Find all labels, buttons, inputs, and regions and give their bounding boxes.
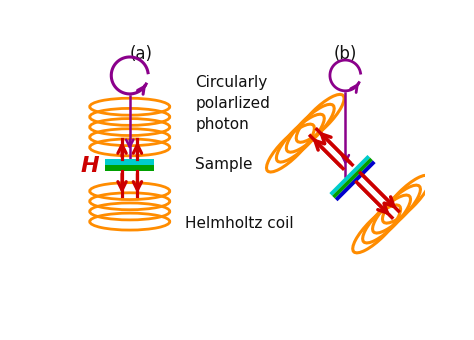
Polygon shape [335, 160, 375, 201]
FancyBboxPatch shape [105, 165, 155, 171]
Text: Sample: Sample [195, 156, 253, 171]
Text: Helmholtz coil: Helmholtz coil [185, 216, 294, 231]
Text: (b): (b) [334, 45, 357, 63]
Text: Circularly
polarlized
photon: Circularly polarlized photon [195, 75, 270, 133]
Polygon shape [332, 158, 373, 199]
Text: H: H [80, 156, 99, 176]
FancyBboxPatch shape [105, 159, 155, 165]
Polygon shape [329, 155, 370, 196]
Text: (a): (a) [130, 45, 153, 63]
